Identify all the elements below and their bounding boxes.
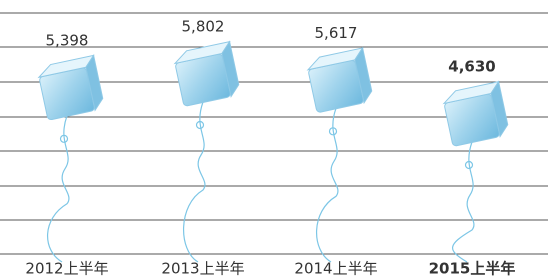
cube-icon <box>306 48 374 113</box>
string <box>453 142 474 262</box>
string <box>48 116 69 262</box>
category-label: 2013上半年 <box>161 260 244 278</box>
cube-icon <box>173 42 241 107</box>
category-label: 2012上半年 <box>25 260 108 278</box>
string <box>184 102 205 262</box>
value-label: 5,802 <box>182 18 225 36</box>
value-label: 5,617 <box>315 24 358 42</box>
value-label: 5,398 <box>46 31 89 49</box>
cube-icon <box>37 55 105 120</box>
category-label: 2014上半年 <box>294 260 377 278</box>
chart: 5,398 2012上半年 5,802 2013上半年 5,617 2014上半年 4,63… <box>0 0 548 279</box>
string <box>317 108 338 262</box>
category-label: 2015上半年 <box>429 260 516 278</box>
value-label: 4,630 <box>448 58 495 76</box>
cube-icon <box>442 82 510 147</box>
